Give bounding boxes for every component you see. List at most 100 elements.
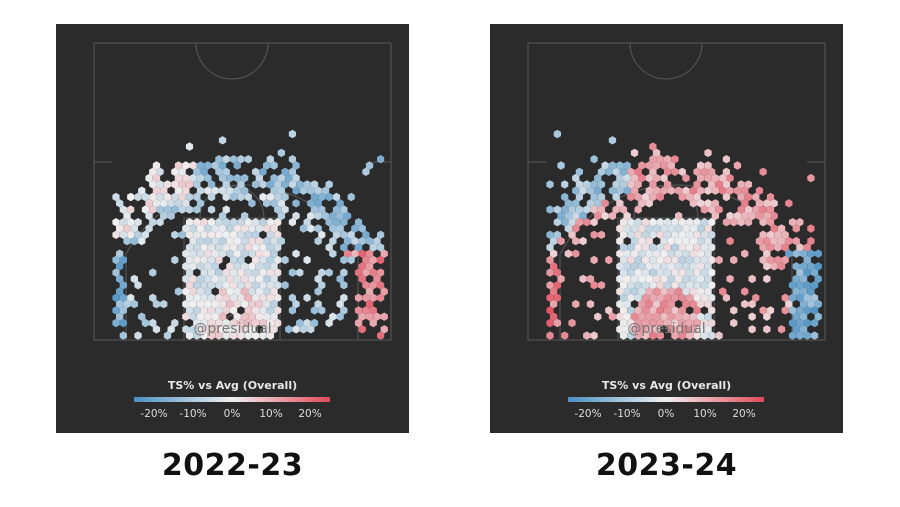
hexbin — [752, 293, 760, 302]
hexbin — [145, 173, 153, 183]
hexbin — [274, 268, 282, 277]
hexbin — [226, 224, 234, 233]
hexbin — [314, 224, 322, 233]
hexbin — [196, 224, 205, 233]
hexbin — [207, 205, 216, 214]
hexbin — [572, 299, 580, 309]
hexbin — [230, 331, 238, 340]
hexbin — [737, 192, 745, 202]
hexbin — [292, 161, 300, 170]
hexbin — [704, 299, 712, 309]
hexbin — [656, 268, 664, 277]
hexbin — [204, 161, 212, 170]
hexbin — [218, 287, 227, 296]
hexbin — [645, 274, 653, 284]
hexbin — [638, 312, 646, 321]
hexbin — [708, 243, 716, 252]
hexbin — [788, 293, 797, 302]
hexbin — [664, 180, 672, 189]
hexbin — [649, 167, 657, 176]
hexbin — [630, 325, 639, 334]
hexbin — [215, 155, 223, 164]
hexbin — [686, 230, 694, 239]
hexbin — [763, 211, 771, 221]
hexbin — [803, 255, 811, 265]
hexbin — [671, 243, 679, 252]
hexbin — [638, 249, 646, 258]
hexbin — [252, 268, 260, 277]
hexbin — [630, 287, 639, 296]
hexbin — [377, 281, 385, 290]
hexbin — [365, 287, 374, 296]
hexbin — [244, 281, 252, 290]
hexbin — [708, 281, 716, 290]
hexbin — [605, 306, 613, 315]
hexbin — [340, 293, 348, 302]
hexbin — [630, 262, 639, 271]
hexbin — [788, 318, 797, 328]
hexbin — [230, 293, 238, 302]
hexbin — [207, 331, 216, 340]
hexbin — [682, 312, 690, 321]
hexbin — [796, 281, 804, 290]
hexbin — [274, 205, 282, 214]
hexbin — [270, 186, 278, 195]
hexbin — [671, 281, 679, 290]
hexbin — [336, 199, 344, 208]
hexbin — [266, 331, 274, 340]
hexbin — [252, 167, 260, 176]
hexbin — [634, 293, 642, 302]
hexbin — [226, 299, 234, 309]
hexbin — [550, 312, 558, 321]
hexbin — [774, 230, 782, 239]
hexbin — [222, 205, 230, 214]
hexbin — [759, 255, 767, 265]
hexbin — [557, 211, 565, 221]
hexbin — [314, 199, 322, 208]
hexbin — [726, 274, 734, 284]
hexbin — [252, 180, 260, 189]
hexbin — [332, 218, 341, 227]
hexbin — [241, 224, 249, 233]
hexbin — [277, 186, 285, 195]
hexbin — [351, 236, 359, 246]
hexbin — [697, 236, 705, 246]
hexbin — [174, 173, 183, 183]
hexbin — [612, 205, 620, 214]
hexbin — [708, 331, 716, 340]
hexbin — [564, 199, 572, 208]
colorbar-tick: -10% — [613, 408, 641, 420]
hexbin — [377, 243, 385, 252]
hexbin — [594, 312, 602, 321]
hexbin — [715, 331, 723, 340]
hexbin — [354, 243, 363, 252]
hexbin — [274, 243, 282, 252]
hexbin — [207, 306, 216, 315]
hexbin — [178, 167, 186, 176]
hexbin — [788, 281, 797, 290]
hexbin — [141, 192, 149, 202]
hexbin — [299, 224, 308, 233]
hexbin — [619, 167, 628, 176]
hexbin — [700, 331, 708, 340]
hexbin — [572, 186, 580, 195]
hexbin — [270, 299, 278, 309]
hexbin — [700, 205, 708, 214]
hexbin — [347, 230, 355, 239]
hexbin — [686, 293, 694, 302]
hexbin — [167, 199, 175, 208]
hexbin — [744, 180, 753, 189]
hexbin — [252, 331, 260, 340]
hexbin — [652, 249, 661, 258]
hexbin-layer — [546, 129, 822, 340]
hexbin — [207, 281, 216, 290]
hexbin — [377, 230, 385, 239]
hexbin — [274, 255, 282, 265]
hexbin — [152, 173, 161, 183]
hexbin — [145, 224, 153, 233]
hexbin — [774, 243, 782, 252]
hexbin — [244, 218, 252, 227]
hexbin — [377, 293, 385, 302]
hexbin — [299, 325, 308, 334]
hexbin — [627, 306, 635, 315]
